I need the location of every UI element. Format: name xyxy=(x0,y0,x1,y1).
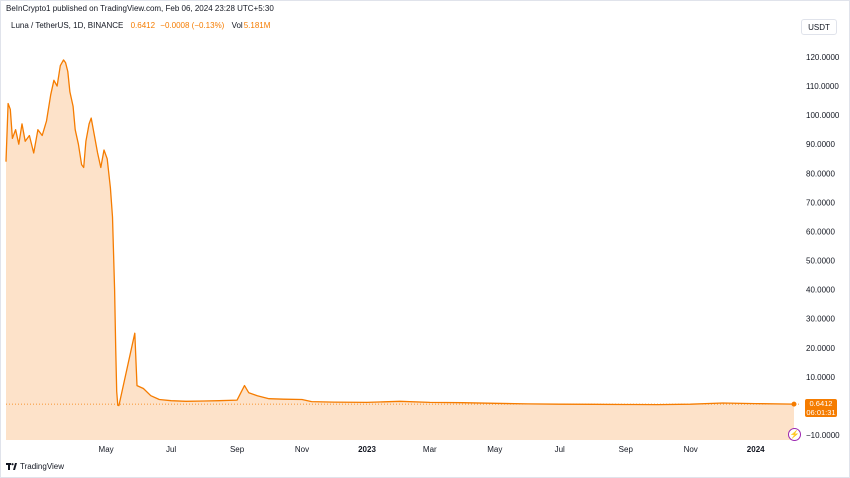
price-area-fill xyxy=(6,59,794,441)
y-tick-label: 30.0000 xyxy=(806,315,835,324)
volume-value: 5.181M xyxy=(243,21,271,30)
y-tick-label: 50.0000 xyxy=(806,257,835,266)
x-tick-label: Sep xyxy=(619,445,634,454)
lightning-icon[interactable]: ⚡ xyxy=(788,428,801,441)
tradingview-logo[interactable]: TradingView xyxy=(6,462,64,471)
x-tick-label: May xyxy=(99,445,114,454)
y-tick-label: 90.0000 xyxy=(806,140,835,149)
published-caption: BeInCrypto1 published on TradingView.com… xyxy=(6,4,274,13)
last-price-tag: 0.6412 06:01:31 xyxy=(805,399,837,417)
tradingview-logo-icon xyxy=(6,463,17,470)
volume-label: Vol xyxy=(231,21,243,30)
last-price-marker xyxy=(791,401,797,407)
x-tick-label: 2023 xyxy=(358,445,376,454)
x-tick-label: Mar xyxy=(423,445,437,454)
price-change: −0.0008 (−0.13%) xyxy=(160,21,225,30)
price-tag-value: 0.6412 xyxy=(809,399,833,408)
x-tick-label: Sep xyxy=(230,445,245,454)
y-tick-label: 40.0000 xyxy=(806,286,835,295)
price-tag-countdown: 06:01:31 xyxy=(806,408,836,417)
y-tick-label: −10.0000 xyxy=(806,431,840,440)
price-line xyxy=(5,59,795,407)
currency-button[interactable]: USDT xyxy=(801,19,837,35)
y-tick-label: 20.0000 xyxy=(806,344,835,353)
y-tick-label: 110.0000 xyxy=(806,82,839,91)
symbol-name[interactable]: Luna / TetherUS, 1D, BINANCE xyxy=(11,21,124,30)
logo-text: TradingView xyxy=(20,462,65,471)
x-tick-label: Nov xyxy=(684,445,698,454)
y-tick-label: 70.0000 xyxy=(806,198,835,207)
x-tick-label: Nov xyxy=(295,445,309,454)
y-tick-label: 60.0000 xyxy=(806,228,835,237)
x-tick-label: 2024 xyxy=(747,445,765,454)
x-tick-label: May xyxy=(487,445,502,454)
y-tick-label: 80.0000 xyxy=(806,169,835,178)
x-tick-label: Jul xyxy=(166,445,176,454)
y-tick-label: 10.0000 xyxy=(806,373,835,382)
last-price: 0.6412 xyxy=(130,21,156,30)
y-tick-label: 100.0000 xyxy=(806,111,840,120)
symbol-legend[interactable]: Luna / TetherUS, 1D, BINANCE 0.6412 −0.0… xyxy=(11,21,270,30)
x-tick-label: Jul xyxy=(555,445,565,454)
y-tick-label: 120.0000 xyxy=(806,53,840,62)
